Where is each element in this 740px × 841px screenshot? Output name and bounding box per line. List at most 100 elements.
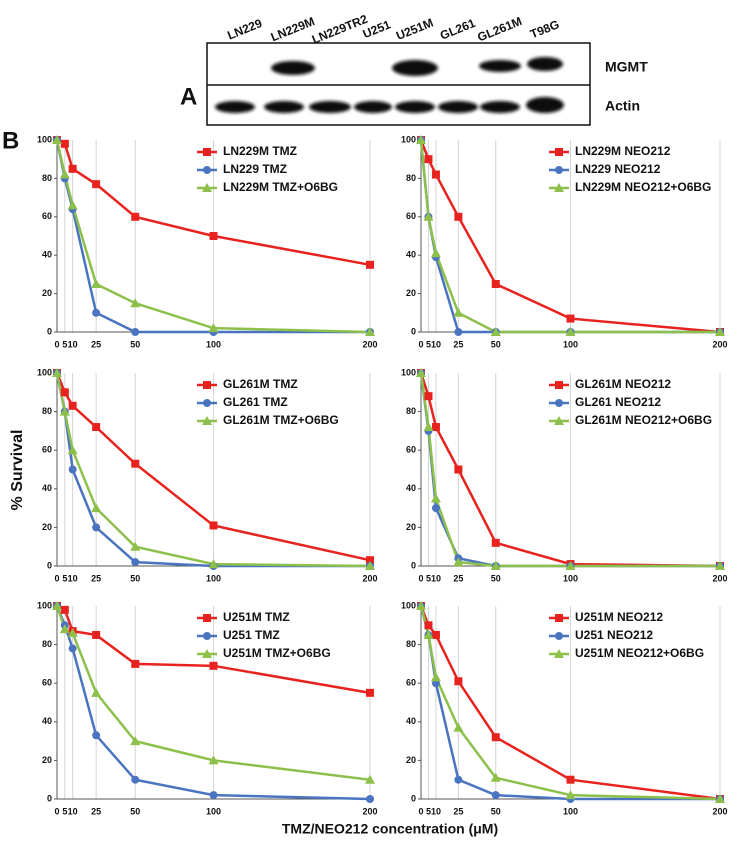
y-tick-label: 40 bbox=[42, 716, 52, 726]
marker bbox=[209, 791, 218, 800]
y-tick-label: 0 bbox=[47, 793, 52, 803]
marker bbox=[365, 774, 375, 784]
marker bbox=[555, 148, 563, 156]
blot-row-label: MGMT bbox=[605, 59, 648, 75]
marker bbox=[565, 327, 576, 336]
y-tick-label: 40 bbox=[406, 716, 416, 726]
y-tick-label: 20 bbox=[406, 288, 416, 298]
panel-label: B bbox=[2, 127, 19, 154]
x-axis-label: TMZ/NEO212 concentration (μM) bbox=[282, 821, 498, 837]
blot-row-label: Actin bbox=[605, 98, 640, 114]
x-tick-label: 25 bbox=[91, 339, 101, 349]
y-tick-label: 0 bbox=[47, 560, 52, 570]
marker bbox=[52, 601, 62, 610]
western-blot: MGMT Actin A bbox=[180, 42, 648, 126]
marker bbox=[131, 212, 140, 221]
marker bbox=[365, 327, 375, 336]
lane-label: LN229M bbox=[269, 14, 317, 44]
marker bbox=[91, 687, 102, 697]
x-tick-label: 50 bbox=[491, 806, 501, 816]
y-tick-label: 80 bbox=[406, 173, 416, 183]
band bbox=[264, 101, 304, 113]
marker bbox=[92, 423, 101, 432]
y-tick-label: 40 bbox=[406, 250, 416, 260]
x-tick-label: 200 bbox=[712, 573, 727, 583]
marker bbox=[555, 632, 563, 640]
y-tick-label: 0 bbox=[411, 560, 416, 570]
marker bbox=[203, 166, 211, 174]
x-tick-label: 200 bbox=[362, 339, 377, 349]
y-tick-label: 40 bbox=[42, 483, 52, 493]
lane-label: LN229 bbox=[225, 16, 264, 43]
marker bbox=[454, 465, 463, 474]
x-tick-label: 10 bbox=[68, 339, 78, 349]
y-tick-label: 80 bbox=[406, 639, 416, 649]
marker bbox=[91, 503, 102, 513]
marker bbox=[453, 557, 464, 567]
marker bbox=[131, 659, 140, 668]
marker bbox=[430, 248, 441, 258]
x-tick-label: 0 bbox=[54, 573, 59, 583]
marker bbox=[92, 731, 101, 740]
legend-label: U251 TMZ bbox=[223, 628, 280, 642]
marker bbox=[431, 630, 440, 639]
legend-label: GL261M NEO212 bbox=[575, 377, 671, 391]
band bbox=[526, 97, 564, 113]
legend-label: U251M TMZ bbox=[223, 610, 290, 624]
marker bbox=[203, 381, 211, 389]
marker bbox=[208, 323, 219, 333]
marker bbox=[68, 465, 77, 474]
y-tick-label: 60 bbox=[406, 211, 416, 221]
marker bbox=[91, 279, 102, 288]
band bbox=[527, 57, 563, 71]
lane-label: U251M bbox=[394, 15, 435, 42]
x-tick-label: 0 bbox=[418, 806, 423, 816]
marker bbox=[566, 314, 575, 323]
legend-label: LN229M TMZ+O6BG bbox=[223, 180, 338, 194]
marker bbox=[423, 211, 434, 221]
legend-label: U251M TMZ+O6BG bbox=[223, 646, 331, 660]
marker bbox=[130, 298, 141, 308]
lane-label: GL261M bbox=[475, 14, 524, 44]
y-tick-label: 20 bbox=[406, 755, 416, 765]
y-tick-label: 0 bbox=[47, 326, 52, 336]
y-tick-label: 80 bbox=[406, 406, 416, 416]
y-tick-label: 0 bbox=[411, 793, 416, 803]
x-tick-label: 0 bbox=[54, 339, 59, 349]
marker bbox=[365, 561, 375, 570]
y-tick-label: 20 bbox=[42, 288, 52, 298]
marker bbox=[565, 561, 576, 570]
legend-label: GL261M TMZ bbox=[223, 377, 298, 391]
y-tick-label: 0 bbox=[411, 326, 416, 336]
marker bbox=[453, 307, 464, 317]
marker bbox=[423, 629, 434, 639]
marker bbox=[131, 775, 140, 784]
marker bbox=[430, 493, 441, 503]
x-tick-label: 200 bbox=[362, 806, 377, 816]
x-tick-label: 50 bbox=[130, 573, 140, 583]
legend-label: GL261M NEO212+O6BG bbox=[575, 413, 712, 427]
marker bbox=[554, 649, 564, 658]
x-tick-label: 10 bbox=[431, 573, 441, 583]
x-tick-label: 5 bbox=[426, 806, 431, 816]
marker bbox=[416, 601, 426, 610]
marker bbox=[554, 416, 564, 425]
marker bbox=[424, 155, 433, 164]
marker bbox=[92, 523, 101, 532]
x-tick-label: 0 bbox=[418, 573, 423, 583]
band bbox=[438, 101, 478, 113]
legend-label: U251 NEO212 bbox=[575, 628, 653, 642]
legend-label: GL261M TMZ+O6BG bbox=[223, 413, 339, 427]
marker bbox=[209, 521, 218, 530]
marker bbox=[209, 661, 218, 670]
x-tick-label: 5 bbox=[426, 573, 431, 583]
y-tick-label: 60 bbox=[42, 211, 52, 221]
marker bbox=[92, 180, 101, 189]
x-tick-label: 10 bbox=[68, 806, 78, 816]
blot-frame bbox=[206, 42, 591, 126]
marker bbox=[202, 649, 212, 658]
legend-label: LN229M NEO212 bbox=[575, 144, 671, 158]
x-tick-label: 0 bbox=[418, 339, 423, 349]
band bbox=[271, 61, 315, 75]
marker bbox=[203, 614, 211, 622]
